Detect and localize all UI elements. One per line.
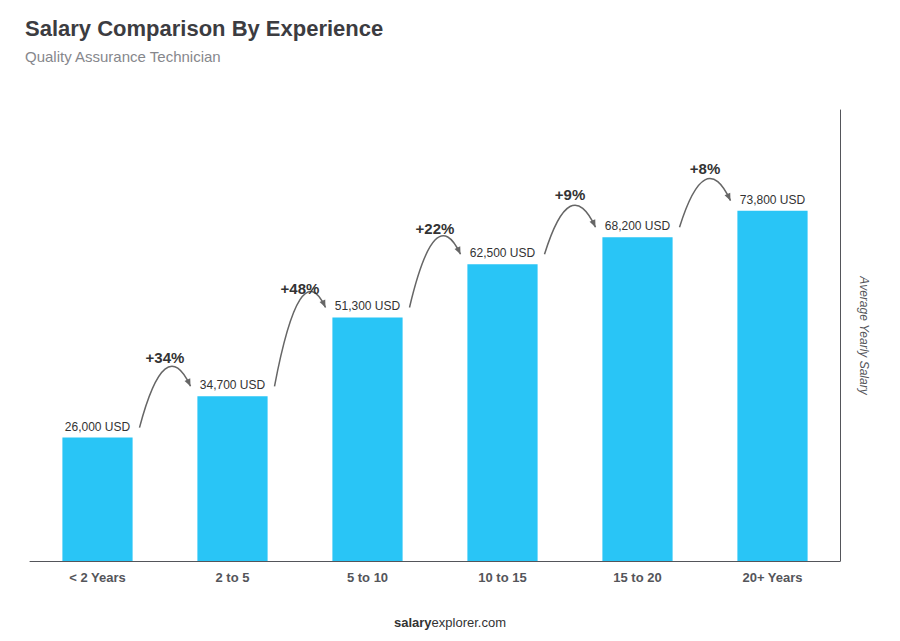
- svg-text:5 to 10: 5 to 10: [347, 570, 388, 585]
- svg-text:51,300 USD: 51,300 USD: [335, 299, 401, 313]
- svg-text:+48%: +48%: [281, 280, 320, 297]
- svg-text:+22%: +22%: [416, 220, 455, 237]
- svg-text:15 to 20: 15 to 20: [613, 570, 661, 585]
- svg-text:62,500 USD: 62,500 USD: [470, 246, 536, 260]
- svg-text:Salary Comparison By Experienc: Salary Comparison By Experience: [25, 16, 383, 41]
- svg-text:Average Yearly Salary: Average Yearly Salary: [857, 275, 871, 395]
- svg-text:20+ Years: 20+ Years: [742, 570, 802, 585]
- svg-text:+34%: +34%: [146, 349, 185, 366]
- svg-text:Quality Assurance Technician: Quality Assurance Technician: [25, 48, 221, 65]
- svg-text:34,700 USD: 34,700 USD: [200, 378, 266, 392]
- svg-text:+9%: +9%: [555, 186, 585, 203]
- svg-text:26,000 USD: 26,000 USD: [65, 420, 131, 434]
- svg-text:2 to 5: 2 to 5: [216, 570, 250, 585]
- svg-text:salary: salary: [394, 615, 432, 630]
- svg-text:+8%: +8%: [690, 160, 720, 177]
- svg-text:10 to 15: 10 to 15: [478, 570, 526, 585]
- svg-text:68,200 USD: 68,200 USD: [605, 219, 671, 233]
- svg-text:73,800 USD: 73,800 USD: [740, 193, 806, 207]
- svg-text:explorer.com: explorer.com: [432, 615, 506, 630]
- svg-text:< 2 Years: < 2 Years: [69, 570, 126, 585]
